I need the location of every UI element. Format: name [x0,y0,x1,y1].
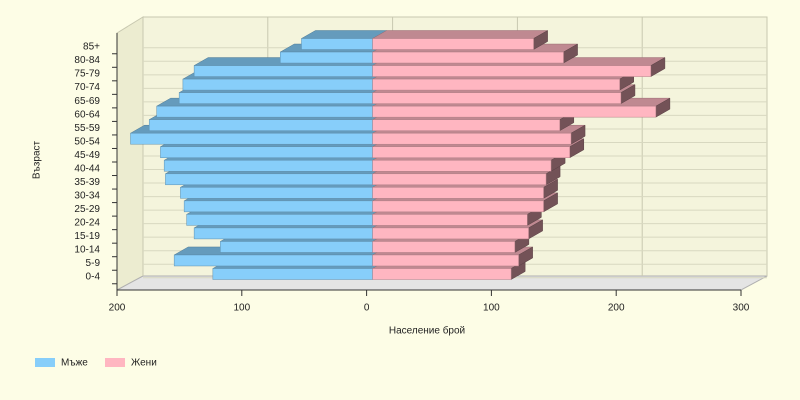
bar [193,65,373,77]
y-tick-label: 70-74 [74,82,100,93]
bar [220,241,373,253]
bar [301,38,373,50]
legend-swatch [105,358,125,367]
bar [182,78,373,91]
bar [160,146,373,158]
bar [279,51,373,64]
bar [173,254,373,267]
bar [163,160,373,172]
y-tick-label: 10-14 [74,245,100,256]
bar [186,214,373,226]
bar [372,241,516,253]
x-tick-label: 200 [109,303,126,314]
bar [372,146,571,158]
bar [183,200,373,213]
y-tick-label: 35-39 [74,177,100,188]
bar [372,268,512,280]
y-tick-label: 40-44 [74,163,100,174]
y-tick-label: 0-4 [86,272,101,283]
y-tick-label: 30-34 [74,190,100,201]
bar [372,119,561,131]
bar [165,173,373,186]
y-axis-title: Възраст [32,140,43,179]
bar [372,105,657,118]
legend-label: Жени [131,358,157,369]
y-tick-label: 25-29 [74,204,100,215]
bar [372,187,544,199]
y-tick-label: 45-49 [74,150,100,161]
x-tick-label: 300 [733,303,750,314]
x-tick-label: 0 [364,303,370,314]
y-tick-label: 80-84 [74,55,100,66]
y-tick-label: 20-24 [74,218,100,229]
x-tick-label: 200 [608,303,625,314]
y-tick-label: 85+ [83,42,100,53]
bar [372,160,552,172]
x-tick-label: 100 [483,303,500,314]
legend-label: Мъже [61,358,88,369]
x-axis-title: Население брой [389,325,465,337]
bar [212,268,373,280]
y-tick-label: 5-9 [86,258,101,269]
bar [372,214,528,226]
bar [372,254,519,267]
bar [372,200,544,213]
y-tick-label: 50-54 [74,136,100,147]
y-tick-label: 15-19 [74,231,100,242]
side-wall [116,16,144,291]
bar [180,187,373,199]
bar [372,51,564,64]
bar [372,227,529,240]
bar [372,173,547,186]
y-tick-label: 65-69 [74,96,100,107]
bar [178,92,373,104]
bar [372,38,534,50]
y-tick-label: 55-59 [74,123,100,134]
bar [156,105,373,118]
bar-top [300,30,388,39]
bar [372,132,572,145]
bar [372,78,620,91]
bar [372,92,622,104]
bar [130,132,373,145]
bar [193,227,373,240]
x-tick-label: 100 [233,303,250,314]
bar [148,119,373,131]
bar [372,65,652,77]
legend-swatch [35,358,55,367]
bar-top [371,30,549,39]
y-tick-label: 75-79 [74,69,100,80]
bars [129,30,671,280]
y-tick-label: 60-64 [74,109,100,120]
